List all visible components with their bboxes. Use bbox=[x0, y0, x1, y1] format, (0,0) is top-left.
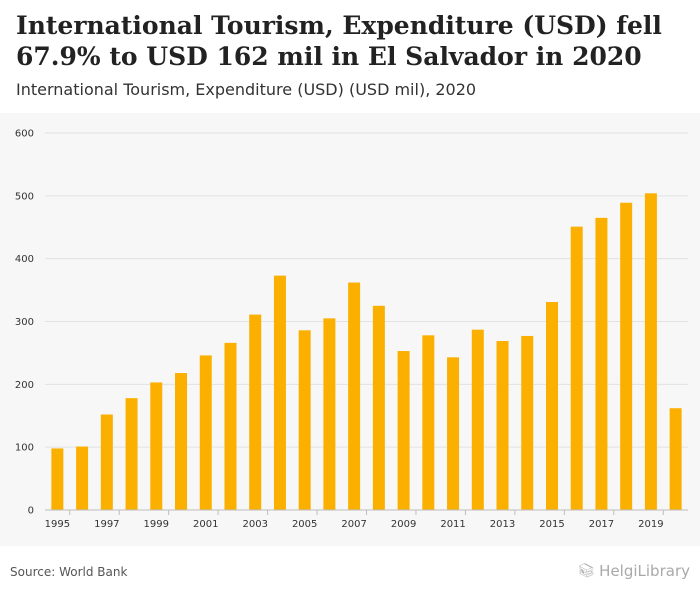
x-tick-label: 2003 bbox=[242, 519, 267, 530]
bar-2015 bbox=[545, 302, 558, 510]
bar-1995 bbox=[51, 448, 64, 510]
bar-2001 bbox=[199, 355, 212, 510]
y-tick-label: 200 bbox=[15, 380, 34, 391]
x-tick-label: 2013 bbox=[490, 519, 515, 530]
bar-2009 bbox=[397, 351, 410, 510]
chart-title: International Tourism, Expenditure (USD)… bbox=[16, 11, 662, 71]
bar-2012 bbox=[471, 329, 484, 510]
bar-1996 bbox=[76, 446, 89, 510]
bar-2005 bbox=[298, 330, 311, 510]
bar-2010 bbox=[422, 335, 435, 510]
logo-text: HelgiLibrary bbox=[599, 562, 690, 580]
bar-chart: 0 100 200 300 400 500 600 1995 1997 1999 2001 2003 2… bbox=[15, 129, 688, 530]
bar-2011 bbox=[447, 357, 460, 510]
bar-2020 bbox=[669, 408, 682, 510]
bar-2013 bbox=[496, 340, 509, 510]
x-tick-label: 2009 bbox=[391, 519, 416, 530]
bar-2017 bbox=[595, 217, 608, 510]
bar-2004 bbox=[273, 275, 286, 510]
y-tick-label: 0 bbox=[28, 506, 34, 517]
bar-2019 bbox=[644, 193, 657, 510]
x-tick-label: 1995 bbox=[45, 519, 70, 530]
x-tick-label: 2005 bbox=[292, 519, 317, 530]
bar-2014 bbox=[521, 335, 534, 510]
x-tick-label: 2019 bbox=[638, 519, 663, 530]
bar-2007 bbox=[348, 282, 361, 510]
x-tick-label: 2001 bbox=[193, 519, 218, 530]
x-tick-label: 2011 bbox=[440, 519, 465, 530]
books-icon: 📚︎ bbox=[577, 563, 596, 579]
x-tick-label: 1997 bbox=[94, 519, 119, 530]
bar-2000 bbox=[175, 373, 188, 510]
y-tick-label: 400 bbox=[15, 254, 34, 265]
y-tick-label: 300 bbox=[15, 317, 34, 328]
x-tick-label: 2007 bbox=[341, 519, 366, 530]
y-tick-label: 500 bbox=[15, 191, 34, 202]
bar-1999 bbox=[150, 382, 163, 510]
x-tick-label: 2017 bbox=[589, 519, 614, 530]
bar-2006 bbox=[323, 318, 336, 510]
bar-2003 bbox=[249, 314, 262, 510]
helgilibrary-logo: 📚︎ HelgiLibrary bbox=[577, 562, 690, 580]
bar-2008 bbox=[372, 305, 385, 510]
bar-2018 bbox=[620, 202, 633, 510]
y-tick-label: 600 bbox=[15, 129, 34, 140]
bar-1997 bbox=[100, 414, 113, 510]
x-tick-label: 2015 bbox=[539, 519, 564, 530]
bar-2016 bbox=[570, 226, 583, 510]
x-tick-label: 1999 bbox=[144, 519, 169, 530]
bar-1998 bbox=[125, 398, 138, 510]
y-tick-label: 100 bbox=[15, 443, 34, 454]
chart-subtitle: International Tourism, Expenditure (USD)… bbox=[16, 80, 477, 99]
source-note: Source: World Bank bbox=[10, 565, 128, 579]
bar-2002 bbox=[224, 342, 237, 510]
